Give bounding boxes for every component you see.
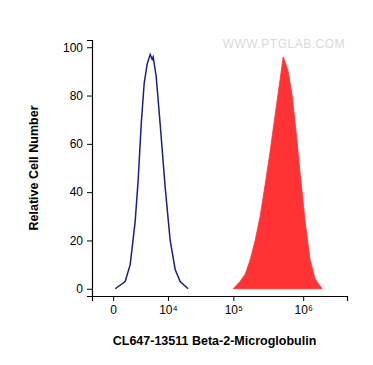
y-tick-label: 20 [70,234,84,248]
y-tick-label: 100 [63,41,83,55]
y-tick-label: 40 [70,185,84,199]
y-tick: 40 [70,185,92,199]
y-axis-title: Relative Cell Number [27,105,41,230]
x-axis: 0 10⁴ 10⁵ 10⁶ [93,296,348,317]
y-tick-mark [87,289,92,290]
x-tick-label: 10⁵ [225,303,243,317]
x-tick: 10⁴ [159,296,178,317]
y-tick-label: 80 [70,89,84,103]
x-tick-label: 0 [110,303,117,317]
y-tick-mark [87,192,92,193]
y-tick-mark [87,47,92,48]
x-axis-line [93,297,348,302]
x-axis-title: CL647-13511 Beta-2-Microglobulin [113,334,317,348]
y-tick-mark [87,96,92,97]
x-tick-mark [113,296,114,301]
y-tick-label: 60 [70,137,84,151]
y-tick-mark [87,144,92,145]
x-tick: 0 [110,296,117,317]
y-tick: 20 [70,234,92,248]
y-tick: 80 [70,89,92,103]
chart: WWW.PTGLAB.COM 0 10⁴ 10⁵ 10⁶ 0 20 40 60 80 100 CL64… [0,0,373,365]
y-tick-mark [87,240,92,241]
x-tick-label: 10⁴ [159,303,178,317]
x-tick-mark [233,296,234,301]
histogram-line [115,54,188,288]
y-tick: 60 [70,137,92,151]
histogram-area [233,57,322,289]
y-tick-label: 0 [76,282,83,296]
x-tick: 10⁵ [225,296,243,317]
plot-marks [115,54,322,288]
y-tick: 0 [76,282,92,296]
x-tick-mark [168,296,169,301]
y-axis: 0 20 40 60 80 100 [63,41,93,297]
x-tick: 10⁶ [295,296,313,317]
y-tick: 100 [63,41,92,55]
y-axis-line [87,41,93,297]
x-tick-mark [303,296,304,301]
watermark: WWW.PTGLAB.COM [223,37,345,51]
x-tick-label: 10⁶ [295,303,313,317]
